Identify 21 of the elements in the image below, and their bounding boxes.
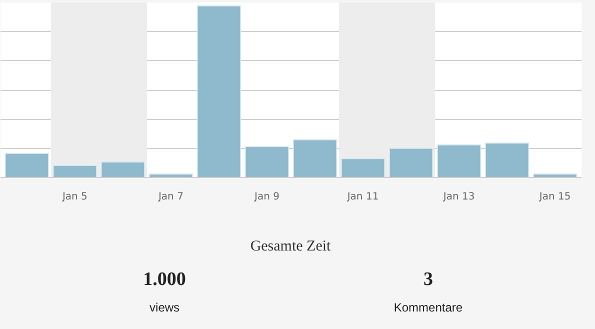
bar xyxy=(100,162,146,178)
text: Kommentare xyxy=(394,300,463,314)
x-tick-label: Jan 7 xyxy=(157,192,184,202)
bar xyxy=(52,164,98,178)
text: Gesamte Zeit xyxy=(250,238,332,254)
text: views xyxy=(150,300,180,314)
bar xyxy=(292,139,338,178)
bar xyxy=(436,144,482,178)
bar xyxy=(244,146,290,178)
bar xyxy=(388,148,434,178)
x-tick-label: Jan 13 xyxy=(442,192,475,202)
bar xyxy=(196,5,242,178)
x-tick-label: Jan 5 xyxy=(61,192,88,202)
x-tick-label: Jan 9 xyxy=(254,192,280,202)
bar xyxy=(4,152,50,178)
bar xyxy=(340,158,386,178)
x-tick-label: Jan 15 xyxy=(538,192,571,202)
text: 3 xyxy=(423,269,433,290)
x-tick-label: Jan 11 xyxy=(346,192,379,202)
text: 1.000 xyxy=(143,269,186,290)
bar xyxy=(484,142,530,178)
